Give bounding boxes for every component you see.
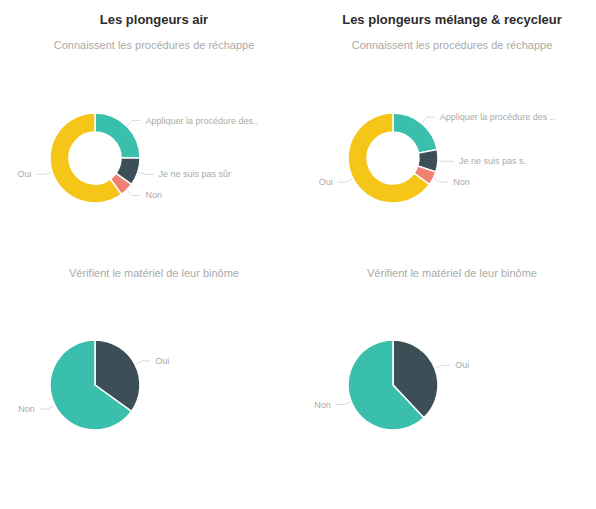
- svg-text:Non: Non: [314, 400, 331, 410]
- svg-text:Les plongeurs mélange & recycl: Les plongeurs mélange & recycleur: [342, 12, 562, 27]
- svg-text:Je ne suis pas s.: Je ne suis pas s.: [459, 156, 526, 166]
- svg-text:Connaissent les procédures de: Connaissent les procédures de réchappe: [352, 39, 553, 51]
- svg-text:Non: Non: [453, 177, 470, 187]
- svg-text:Vérifient le matériel de leur: Vérifient le matériel de leur binôme: [367, 267, 537, 279]
- svg-text:Oui: Oui: [155, 356, 169, 366]
- svg-text:Non: Non: [18, 404, 35, 414]
- svg-text:Appliquer la procédure des ..: Appliquer la procédure des ..: [440, 112, 555, 122]
- svg-text:Appliquer la procédure des..: Appliquer la procédure des..: [145, 116, 258, 126]
- svg-text:Je ne suis pas sûr: Je ne suis pas sûr: [158, 169, 231, 179]
- svg-text:Oui: Oui: [455, 360, 469, 370]
- svg-text:Les plongeurs air: Les plongeurs air: [100, 12, 208, 27]
- svg-text:Non: Non: [145, 190, 162, 200]
- svg-text:Connaissent les procédures de: Connaissent les procédures de réchappe: [54, 39, 255, 51]
- svg-text:Oui: Oui: [18, 169, 32, 179]
- svg-text:Oui: Oui: [319, 177, 333, 187]
- svg-text:Vérifient le matériel de leur: Vérifient le matériel de leur binôme: [69, 267, 239, 279]
